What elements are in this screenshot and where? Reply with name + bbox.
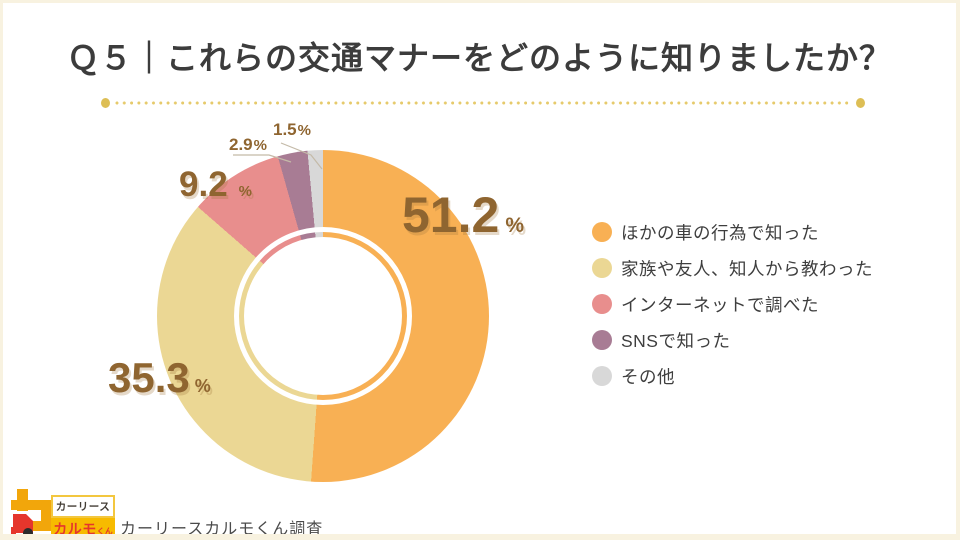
slice-value: 9.2	[179, 165, 228, 204]
legend-swatch	[592, 330, 612, 350]
percent-sign: %	[238, 183, 252, 200]
donut-chart: 51.2% 35.3% 9.2% 2.9% 1.5%	[3, 3, 956, 534]
logo-car-lease-label: カーリース	[51, 495, 115, 518]
legend-swatch	[592, 366, 612, 386]
legend-swatch	[592, 294, 612, 314]
separator-end-dot-right	[856, 97, 865, 108]
legend-label: その他	[621, 366, 675, 387]
slice-value-label: 9.2%	[179, 165, 252, 205]
legend-label: ほかの車の行為で知った	[621, 222, 819, 243]
slice-value: 51.2	[402, 187, 500, 243]
page-title: Ｑ５｜これらの交通マナーをどのように知りましたか？	[66, 40, 892, 76]
donut-inner-white-ring	[234, 227, 412, 405]
percent-sign: %	[505, 214, 525, 237]
legend-item: ほかの車の行為で知った	[592, 222, 873, 243]
legend-item: インターネットで調べた	[592, 294, 873, 315]
karumo-kun-logo-icon	[11, 489, 51, 534]
chart-legend: ほかの車の行為で知った 家族や友人、知人から教わった インターネットで調べた S…	[592, 222, 873, 402]
percent-sign: %	[253, 137, 267, 154]
legend-item: 家族や友人、知人から教わった	[592, 258, 873, 279]
separator-dotted-line	[101, 97, 865, 108]
separator-dots	[114, 97, 852, 108]
legend-item: SNSで知った	[592, 330, 873, 351]
label-leader-lines	[233, 142, 323, 170]
logo-karumo-label: カルモ くん	[51, 518, 115, 534]
legend-label: SNSで知った	[621, 330, 731, 351]
legend-item: その他	[592, 366, 873, 387]
slice-value-label: 51.2%	[402, 186, 524, 244]
legend-swatch	[592, 258, 612, 278]
slice-value: 1.5	[273, 120, 297, 139]
survey-source-text: カーリースカルモくん調査	[120, 521, 324, 538]
legend-swatch	[592, 222, 612, 242]
slice-value-label: 35.3%	[108, 354, 211, 402]
slice-value: 35.3	[108, 354, 190, 401]
legend-label: インターネットで調べた	[621, 294, 819, 315]
slice-value: 2.9	[229, 135, 253, 154]
percent-sign: %	[297, 122, 311, 139]
donut-ring	[157, 150, 489, 482]
legend-label: 家族や友人、知人から教わった	[621, 258, 873, 279]
donut-hole	[244, 237, 402, 395]
percent-sign: %	[194, 376, 211, 396]
slice-value-label: 2.9%	[229, 135, 267, 155]
separator-end-dot-left	[101, 97, 110, 108]
logo-text-boxes: カーリース カルモ くん	[51, 495, 115, 534]
slice-value-label: 1.5%	[273, 120, 311, 140]
